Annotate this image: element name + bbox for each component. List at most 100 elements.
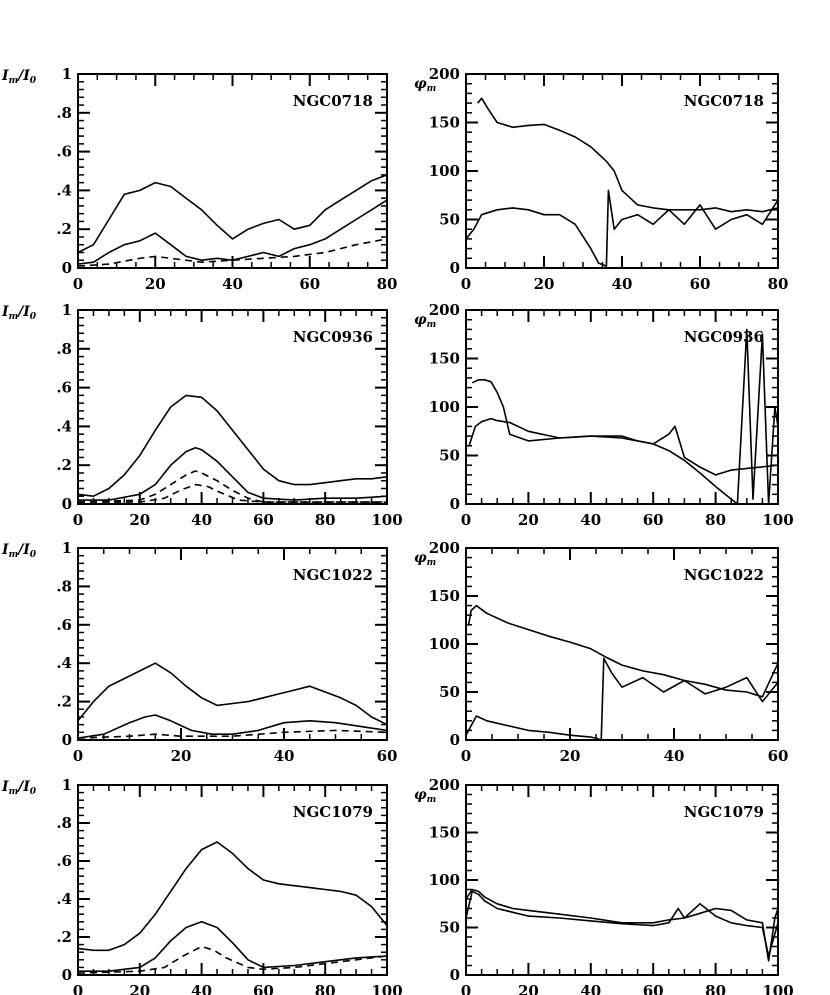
series-line-2 (78, 714, 387, 739)
y-axis-label: φm (414, 787, 436, 805)
x-tick-label: 40 (191, 982, 212, 995)
series-line-1 (78, 662, 387, 726)
y-tick-label: 1 (62, 65, 72, 83)
x-tick-label: 40 (274, 747, 295, 765)
y-axis-label: Im/I0 (1, 304, 37, 322)
x-tick-label: 60 (377, 747, 398, 765)
y-tick-label: 150 (429, 114, 460, 132)
y-tick-label: 1 (62, 776, 72, 794)
y-tick-label: .4 (56, 890, 72, 908)
y-tick-label: .6 (56, 616, 72, 634)
galaxy-label: NGC1022 (684, 566, 764, 584)
series-line-1 (471, 328, 778, 504)
x-tick-label: 0 (461, 275, 471, 293)
x-tick-label: 0 (461, 747, 471, 765)
x-tick-label: 40 (191, 511, 212, 529)
x-tick-label: 40 (664, 747, 685, 765)
y-tick-label: 0 (62, 259, 72, 277)
y-tick-label: 200 (429, 65, 460, 83)
y-tick-label: .6 (56, 379, 72, 397)
y-tick-label: .2 (56, 456, 72, 474)
y-tick-label: .8 (56, 104, 72, 122)
y-tick-label: 0 (450, 966, 460, 984)
x-tick-label: 100 (371, 511, 402, 529)
x-tick-label: 20 (129, 511, 150, 529)
x-tick-label: 40 (612, 275, 633, 293)
y-tick-label: 150 (429, 824, 460, 842)
y-tick-label: 100 (429, 635, 460, 653)
x-tick-label: 80 (705, 511, 726, 529)
x-tick-label: 20 (560, 747, 581, 765)
x-tick-label: 100 (762, 511, 793, 529)
series-line-1 (78, 394, 387, 498)
galaxy-label: NGC0936 (293, 328, 373, 346)
y-tick-label: .2 (56, 693, 72, 711)
series-line-2 (466, 657, 778, 740)
y-tick-label: .8 (56, 340, 72, 358)
y-tick-label: 200 (429, 776, 460, 794)
galaxy-label: NGC0936 (684, 328, 764, 346)
x-tick-label: 40 (580, 982, 601, 995)
y-tick-label: 200 (429, 539, 460, 557)
series-line-3 (78, 238, 387, 267)
y-tick-label: 50 (439, 683, 460, 701)
x-tick-label: 80 (768, 275, 789, 293)
x-tick-label: 60 (768, 747, 789, 765)
galaxy-label: NGC0718 (684, 92, 764, 110)
y-tick-label: 100 (429, 398, 460, 416)
series-line-3 (78, 945, 387, 974)
panel-ngc0718-phase: 0 20 40 60 80 0 50 100 150 200 NGC0718 φm (414, 65, 788, 293)
x-tick-label: 0 (461, 511, 471, 529)
x-tick-label: 0 (73, 511, 83, 529)
panel-ngc0718-amplitude: 0 20 40 60 80 0 .2 .4 .6 .8 1 NGC0718 Im/I0 (1, 65, 397, 293)
galaxy-label: NGC1079 (293, 803, 373, 821)
series-line-1 (78, 174, 387, 254)
x-tick-label: 60 (690, 275, 711, 293)
y-tick-label: .2 (56, 928, 72, 946)
y-tick-label: .4 (56, 417, 72, 435)
y-tick-label: .8 (56, 577, 72, 595)
panel-ngc0936-amplitude: 0 20 40 60 80 100 0 .2 .4 .6 .8 1 NGC0936 Im/I0 (1, 301, 403, 529)
x-tick-label: 40 (580, 511, 601, 529)
galaxy-label: NGC0718 (293, 92, 373, 110)
y-tick-label: 100 (429, 162, 460, 180)
y-tick-label: 1 (62, 301, 72, 319)
y-axis-label: Im/I0 (1, 779, 37, 797)
x-tick-label: 80 (705, 982, 726, 995)
y-tick-label: 0 (450, 731, 460, 749)
panel-ngc1079-amplitude: 0 20 40 60 80 100 0 .2 .4 .6 .8 1 NGC1079 Im/I0 (1, 776, 403, 995)
x-tick-label: 20 (129, 982, 150, 995)
y-tick-label: 0 (62, 731, 72, 749)
series-line-2 (78, 920, 387, 973)
y-axis-label: Im/I0 (1, 542, 37, 560)
y-axis-label: φm (414, 76, 436, 94)
y-tick-label: .6 (56, 143, 72, 161)
y-tick-label: .2 (56, 220, 72, 238)
panel-ngc1022-phase: 0 20 40 60 0 50 100 150 200 NGC1022 φm (414, 539, 788, 765)
y-tick-label: 0 (450, 495, 460, 513)
x-tick-label: 100 (762, 982, 793, 995)
x-tick-label: 60 (643, 982, 664, 995)
y-tick-label: 50 (439, 211, 460, 229)
x-tick-label: 20 (145, 275, 166, 293)
x-tick-label: 80 (377, 275, 398, 293)
series-line-2 (78, 446, 387, 501)
galaxy-label: NGC1022 (293, 566, 373, 584)
x-tick-label: 60 (253, 982, 274, 995)
y-tick-label: .4 (56, 181, 72, 199)
series-line-2 (466, 189, 778, 267)
y-tick-label: 0 (450, 259, 460, 277)
y-axis-label: φm (414, 312, 436, 330)
x-tick-label: 0 (73, 982, 83, 995)
x-tick-label: 0 (73, 747, 83, 765)
panel-ngc0936-phase: 0 20 40 60 80 100 0 50 100 150 200 NGC0936 φm (414, 301, 794, 529)
x-tick-label: 0 (461, 982, 471, 995)
series-line-4 (78, 483, 387, 503)
x-tick-label: 80 (315, 511, 336, 529)
y-tick-label: 200 (429, 301, 460, 319)
y-tick-label: 150 (429, 350, 460, 368)
y-tick-label: .8 (56, 814, 72, 832)
x-tick-label: 40 (222, 275, 243, 293)
series-line-2 (468, 417, 778, 476)
